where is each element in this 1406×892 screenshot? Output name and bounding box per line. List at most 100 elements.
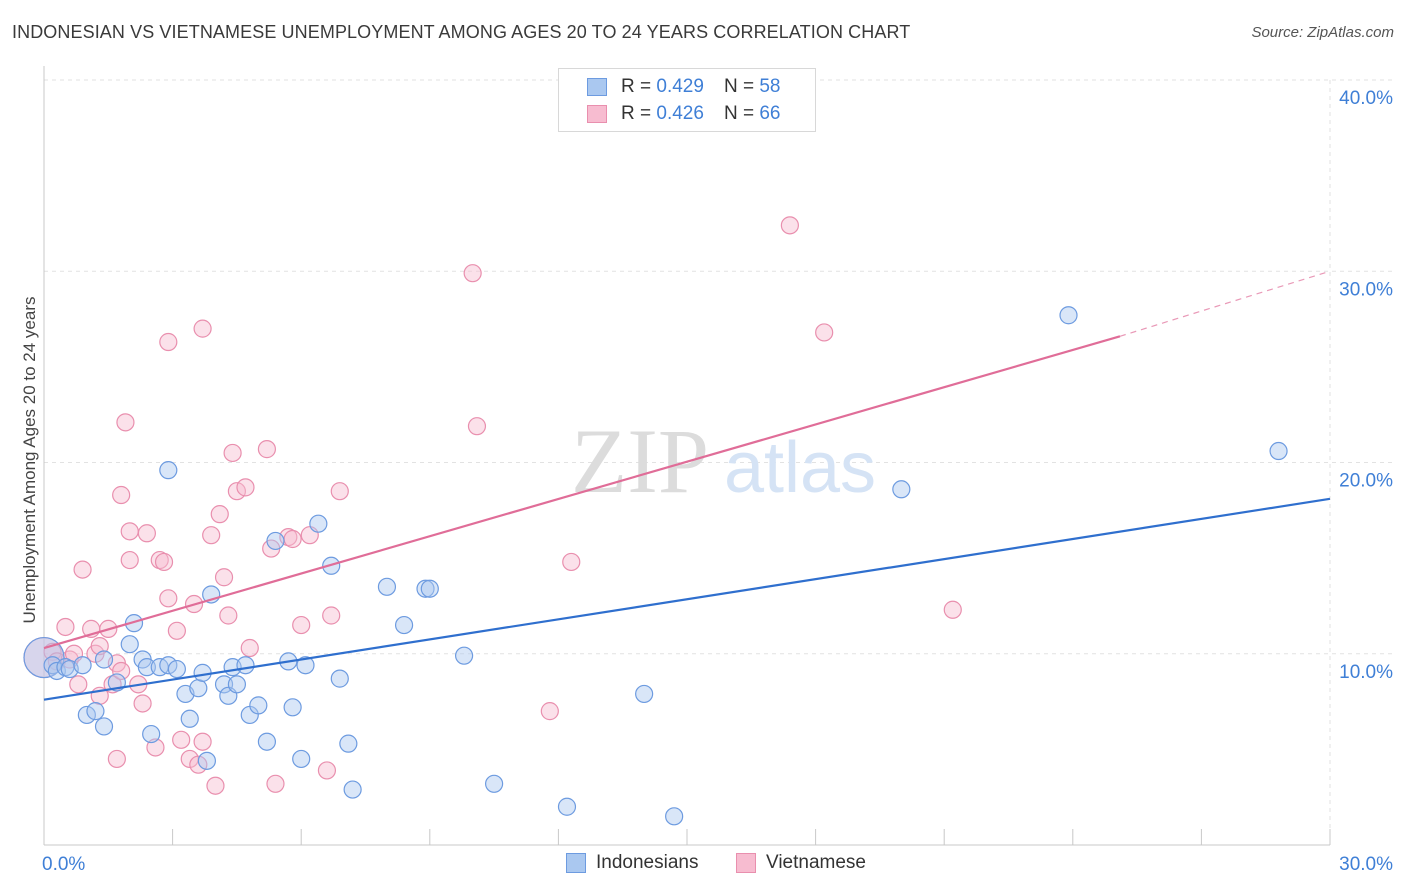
n-label: N = — [723, 76, 755, 97]
data-point — [159, 461, 178, 480]
data-point — [420, 579, 439, 598]
data-point — [107, 749, 126, 769]
trend-line-extension-1 — [1119, 270, 1331, 337]
data-point — [343, 780, 362, 799]
data-point — [485, 774, 504, 793]
data-point — [180, 709, 199, 728]
data-point — [159, 589, 178, 608]
x-tick-label: 30.0% — [1339, 854, 1393, 875]
data-point — [137, 658, 156, 677]
stats-legend-row-vietnamese: R = 0.426 N = 66 — [587, 102, 780, 126]
legend-item-indonesians[interactable]: Indonesians — [566, 852, 698, 874]
data-point — [154, 552, 174, 572]
axes — [43, 66, 1331, 846]
data-point — [210, 505, 229, 524]
data-point — [189, 755, 208, 774]
trend-line-0 — [43, 497, 1331, 701]
data-point — [133, 694, 152, 713]
stats-legend: R = 0.429 N = 58 R = 0.426 N = 66 — [558, 68, 816, 132]
data-point — [292, 749, 311, 769]
data-point — [189, 679, 208, 698]
data-point — [227, 482, 246, 501]
data-point — [377, 577, 397, 596]
y-tick-label: 20.0% — [1339, 471, 1393, 492]
data-point — [214, 568, 234, 587]
data-point — [330, 482, 349, 501]
data-point — [249, 696, 268, 715]
data-point — [266, 531, 285, 551]
data-point — [236, 656, 255, 675]
data-point — [116, 413, 135, 432]
data-point — [120, 522, 139, 541]
r-label: R = — [621, 76, 652, 97]
data-point — [167, 621, 186, 640]
data-point — [296, 656, 315, 675]
data-point — [112, 485, 131, 505]
legend-item-vietnamese[interactable]: Vietnamese — [736, 852, 866, 874]
data-point — [339, 734, 358, 753]
legend-swatch-pink — [587, 105, 607, 123]
n-value: 58 — [759, 76, 781, 97]
data-point — [56, 617, 75, 637]
data-point — [167, 659, 186, 679]
data-point — [467, 417, 487, 436]
data-point — [223, 443, 242, 463]
data-point — [665, 807, 684, 826]
indonesian-points — [23, 306, 1288, 826]
data-point — [454, 646, 474, 665]
data-point — [77, 705, 96, 725]
data-point — [94, 650, 114, 669]
data-point — [137, 524, 156, 543]
data-point — [943, 600, 962, 619]
data-point — [219, 606, 238, 625]
gridlines — [44, 79, 1392, 845]
n-label: N = — [723, 103, 755, 124]
data-point — [120, 550, 139, 570]
legend-swatch-blue — [566, 853, 586, 873]
data-point — [124, 614, 144, 633]
data-point — [283, 698, 302, 717]
data-point — [193, 319, 212, 338]
data-point — [317, 761, 337, 780]
data-point — [635, 684, 654, 704]
data-point — [23, 636, 65, 679]
data-point — [1059, 306, 1078, 325]
data-point — [146, 738, 165, 757]
data-point — [815, 323, 834, 342]
data-point — [86, 702, 105, 721]
series-legend: Indonesians Vietnamese — [0, 852, 1406, 878]
data-point — [73, 560, 92, 579]
data-point — [142, 724, 161, 744]
data-point — [120, 635, 139, 654]
data-point — [540, 702, 559, 721]
data-point — [112, 661, 131, 681]
tick-labels: 10.0% 20.0% 30.0% 40.0% 0.0% 30.0% — [42, 88, 1393, 875]
y-axis-label: Unemployment Among Ages 20 to 24 years — [20, 296, 39, 624]
legend-label-vietnamese: Vietnamese — [766, 852, 866, 873]
data-point — [257, 732, 277, 751]
y-tick-label: 40.0% — [1339, 88, 1393, 109]
data-point — [416, 579, 435, 598]
data-point — [227, 675, 246, 694]
data-point — [73, 656, 92, 675]
trend-line-1 — [43, 335, 1121, 650]
data-point — [94, 717, 114, 736]
y-tick-label: 30.0% — [1339, 279, 1393, 300]
data-point — [197, 751, 216, 770]
data-point — [206, 776, 225, 795]
data-point — [266, 774, 285, 793]
data-point — [892, 480, 911, 499]
data-point — [90, 636, 109, 656]
y-tick-label: 10.0% — [1339, 662, 1393, 683]
stats-legend-row-indonesians: R = 0.429 N = 58 — [587, 75, 780, 99]
r-value: 0.429 — [656, 76, 704, 97]
n-value: 66 — [759, 103, 781, 124]
legend-swatch-pink — [736, 853, 756, 873]
data-point — [557, 797, 577, 816]
data-point — [283, 529, 302, 549]
data-point — [309, 514, 328, 533]
data-point — [202, 526, 221, 545]
data-point — [193, 732, 212, 751]
data-point — [322, 606, 341, 625]
trend-lines — [43, 270, 1331, 701]
